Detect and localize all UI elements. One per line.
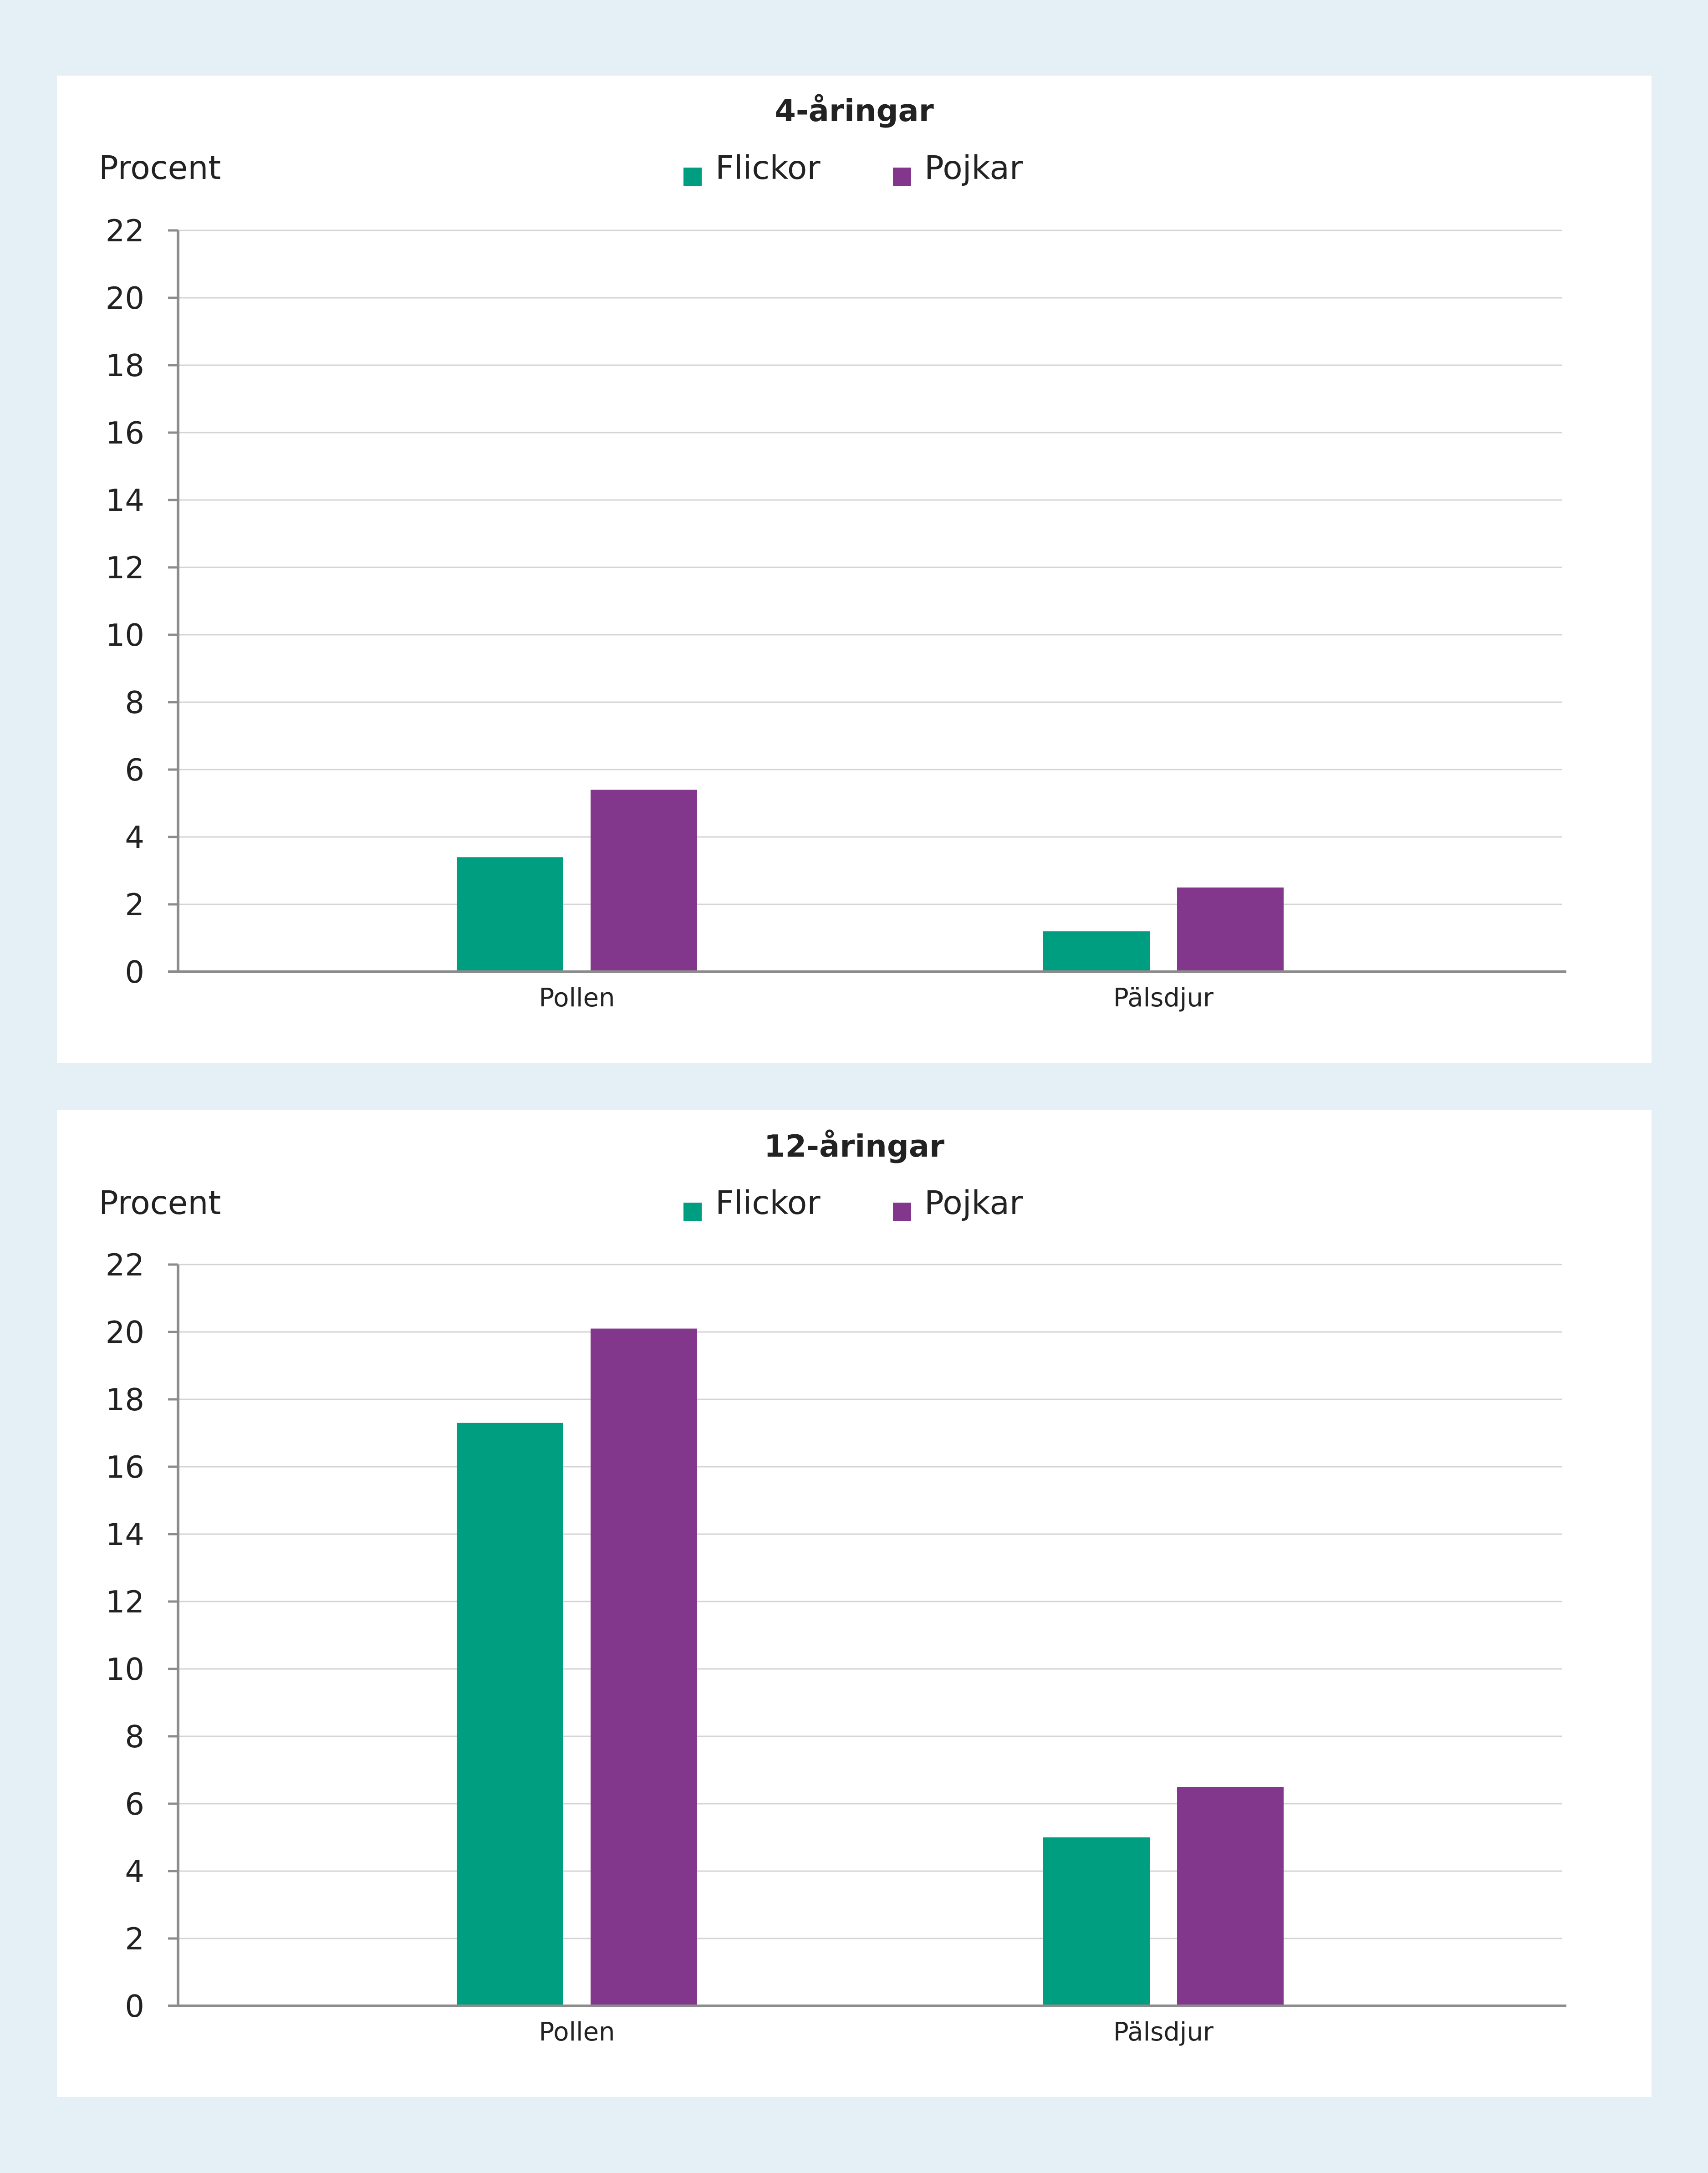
y-tick-label: 8	[125, 1719, 144, 1755]
bar-pojkar-pollen	[591, 1328, 697, 2006]
plot-area: 0 2 4 6 8 10 12 14 16 18 20 22 Pollen Pälsdjur	[106, 213, 1566, 1013]
legend-label-pojkar: Pojkar	[924, 1184, 1023, 1222]
y-tick-label: 4	[125, 820, 144, 855]
y-tick-label: 10	[106, 617, 144, 653]
x-tick-label: Pälsdjur	[1113, 2017, 1214, 2047]
bar-pojkar-pollen	[591, 790, 697, 972]
legend: Flickor Pojkar	[683, 149, 1023, 187]
legend-swatch-flickor	[683, 168, 702, 186]
y-tick-label: 18	[106, 348, 144, 383]
legend-label-flickor: Flickor	[715, 149, 821, 187]
y-tick-label: 2	[125, 887, 144, 923]
y-tick-label: 0	[125, 1989, 144, 2024]
y-tick-label: 12	[106, 1584, 144, 1620]
chart-title: 12-åringar	[764, 1128, 944, 1164]
plot-area: 0 2 4 6 8 10 12 14 16 18 20 22 Pollen Pälsdjur	[106, 1247, 1566, 2047]
y-tick-label: 14	[106, 483, 144, 518]
legend: Flickor Pojkar	[683, 1184, 1023, 1222]
y-tick-label: 0	[125, 954, 144, 990]
bar-flickor-palsdjur	[1043, 1837, 1150, 2006]
y-tick-label: 18	[106, 1382, 144, 1418]
y-tick-label: 16	[106, 1449, 144, 1485]
y-axis-label: Procent	[99, 149, 221, 187]
y-tick-label: 16	[106, 415, 144, 451]
legend-label-pojkar: Pojkar	[924, 149, 1023, 187]
chart-svg: 12-åringar Procent Flickor Pojkar 0 2 4 6 8 1…	[99, 1128, 1566, 2047]
legend-swatch-pojkar	[893, 1203, 911, 1221]
bar-flickor-palsdjur	[1043, 931, 1150, 972]
bar-flickor-pollen	[457, 1423, 563, 2006]
y-tick-label: 22	[106, 213, 144, 249]
chart-panel-4-aringar: 4-åringar Procent Flickor Pojkar 0 2 4 6 8 10…	[57, 76, 1652, 1063]
y-tick-label: 20	[106, 281, 144, 316]
y-tick-label: 6	[125, 1786, 144, 1822]
y-tick-label: 20	[106, 1315, 144, 1350]
y-tick-label: 8	[125, 685, 144, 720]
x-tick-label: Pollen	[539, 2017, 615, 2047]
y-tick-label: 14	[106, 1517, 144, 1552]
bar-pojkar-palsdjur	[1177, 888, 1284, 972]
y-tick-label: 4	[125, 1854, 144, 1889]
chart-title: 4-åringar	[775, 93, 934, 128]
legend-label-flickor: Flickor	[715, 1184, 821, 1222]
y-tick-label: 10	[106, 1652, 144, 1687]
y-tick-label: 2	[125, 1921, 144, 1957]
y-tick-label: 6	[125, 752, 144, 788]
legend-swatch-pojkar	[893, 168, 911, 186]
x-tick-label: Pälsdjur	[1113, 983, 1214, 1013]
bar-flickor-pollen	[457, 857, 563, 972]
y-tick-label: 12	[106, 550, 144, 586]
y-tick-label: 22	[106, 1247, 144, 1283]
chart-svg: 4-åringar Procent Flickor Pojkar 0 2 4 6 8 10…	[99, 93, 1566, 1013]
x-tick-label: Pollen	[539, 983, 615, 1013]
y-axis-label: Procent	[99, 1184, 221, 1222]
chart-panel-12-aringar: 12-åringar Procent Flickor Pojkar 0 2 4 6 8 1…	[57, 1110, 1652, 2097]
bar-pojkar-palsdjur	[1177, 1787, 1284, 2006]
legend-swatch-flickor	[683, 1203, 702, 1221]
